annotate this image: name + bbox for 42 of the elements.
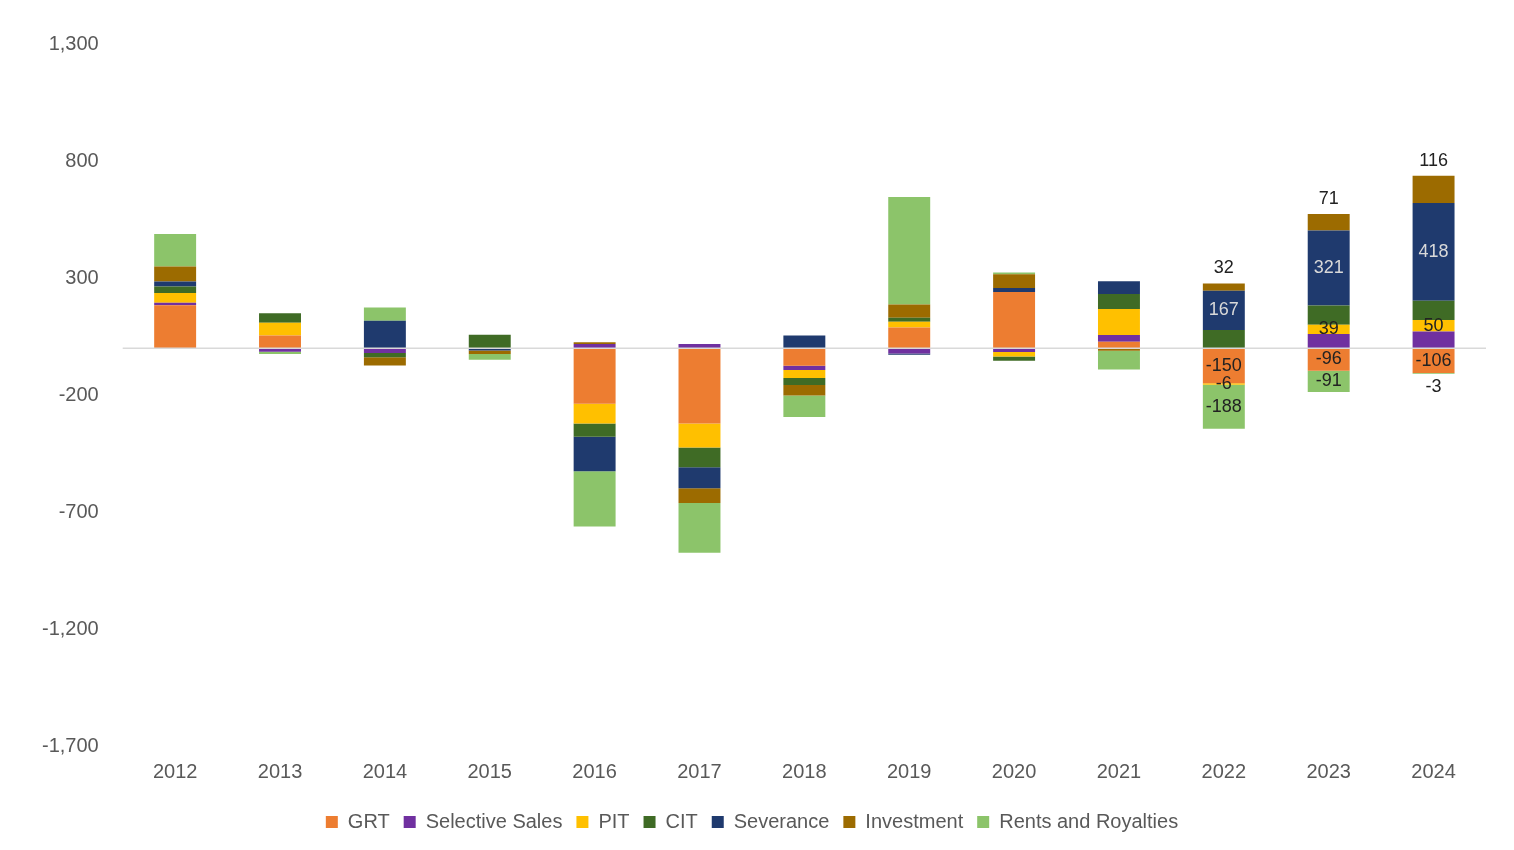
y-tick-label: 800 [65, 148, 99, 171]
data-label: 167 [1208, 299, 1239, 320]
x-tick-label: 2013 [257, 759, 303, 782]
x-tick-label: 2022 [1201, 759, 1247, 782]
y-tick-label: -700 [58, 499, 99, 522]
y-tick-label: -200 [58, 382, 99, 405]
y-tick-label: 1,300 [48, 31, 99, 54]
x-tick-label: 2024 [1411, 759, 1456, 782]
x-tick-label: 2021 [1096, 759, 1142, 782]
legend-label: Rents and Royalties [999, 809, 1179, 832]
data-label: 116 [1419, 149, 1448, 170]
x-tick-label: 2020 [991, 759, 1037, 782]
legend-label: Investment [865, 809, 964, 832]
legend-label: CIT [665, 809, 698, 832]
data-label: -91 [1315, 370, 1342, 391]
legend-label: GRT [347, 809, 390, 832]
data-label: -96 [1315, 348, 1342, 369]
data-label: 418 [1418, 240, 1449, 261]
data-label: -3 [1425, 375, 1442, 396]
x-tick-label: 2015 [467, 759, 512, 782]
data-label: 71 [1318, 187, 1339, 208]
data-label: 321 [1313, 257, 1344, 278]
legend-label: Severance [733, 809, 830, 832]
y-tick-label: -1,200 [41, 616, 99, 639]
data-label: -6 [1215, 372, 1232, 393]
data-label: -188 [1205, 395, 1242, 416]
x-tick-label: 2014 [362, 759, 408, 782]
data-label: 32 [1213, 257, 1234, 278]
data-label: 50 [1423, 314, 1444, 335]
x-tick-label: 2016 [572, 759, 617, 782]
y-tick-label: -1,700 [41, 733, 99, 756]
y-tick-label: 300 [65, 265, 99, 288]
x-tick-label: 2019 [886, 759, 932, 782]
x-tick-label: 2012 [152, 759, 198, 782]
data-label: 39 [1318, 318, 1339, 339]
x-tick-label: 2018 [782, 759, 827, 782]
x-tick-label: 2017 [677, 759, 722, 782]
legend-label: Selective Sales [425, 809, 563, 832]
data-label: -150 [1205, 354, 1242, 375]
legend-label: PIT [598, 809, 630, 832]
x-tick-label: 2023 [1306, 759, 1351, 782]
data-label: -106 [1415, 349, 1452, 370]
